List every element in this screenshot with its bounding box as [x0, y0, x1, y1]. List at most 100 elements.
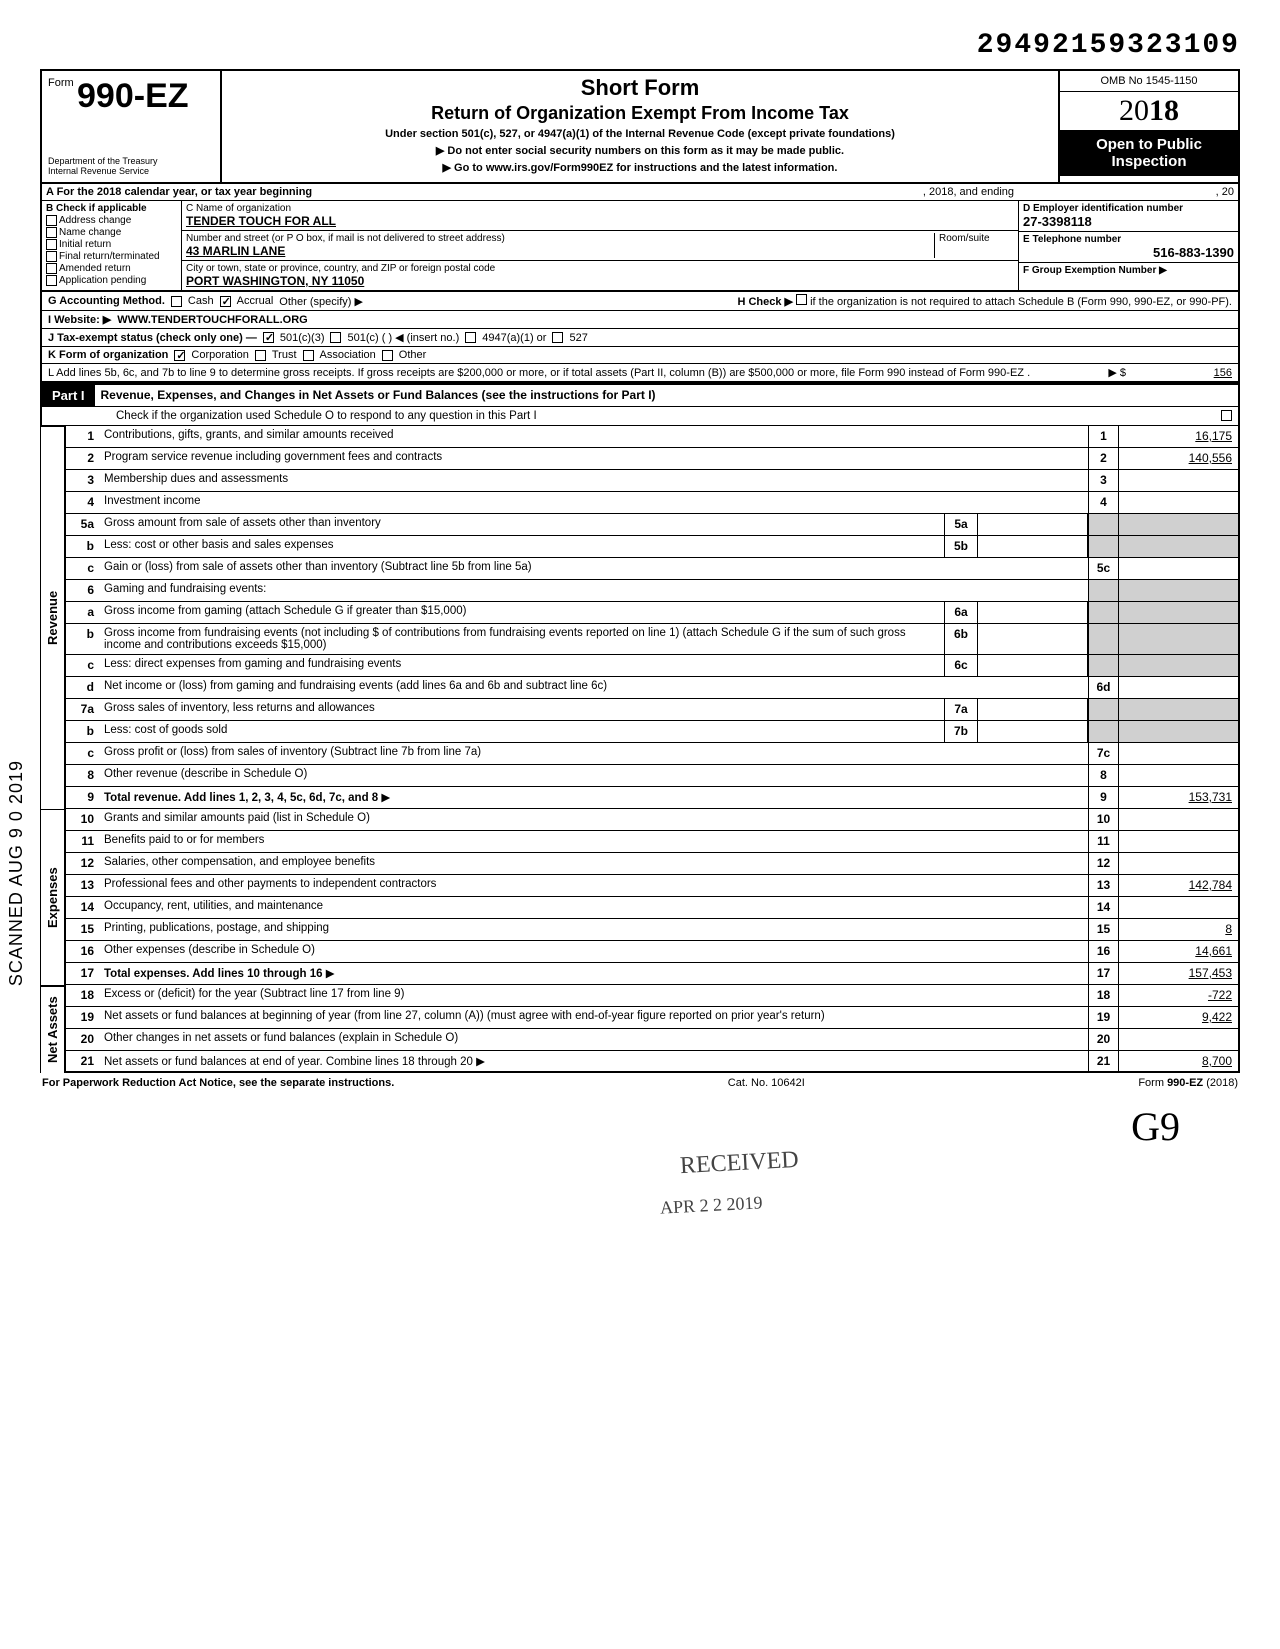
ln21-no: 21 — [66, 1051, 100, 1071]
ln12-rtno: 12 — [1088, 853, 1118, 874]
cb-application-pending[interactable] — [46, 275, 57, 286]
k-corp: Corporation — [191, 349, 248, 361]
cb-amended-return[interactable] — [46, 263, 57, 274]
ln14-rtno: 14 — [1088, 897, 1118, 918]
ln4-rtno: 4 — [1088, 492, 1118, 513]
ln6c-no: c — [66, 655, 100, 676]
ln18-val: -722 — [1118, 985, 1238, 1006]
ln6c-midval — [978, 655, 1088, 676]
l-arrow: ▶ $ — [1108, 366, 1126, 379]
part1-check-text: Check if the organization used Schedule … — [112, 407, 1215, 425]
ln5b-desc: Less: cost or other basis and sales expe… — [100, 536, 944, 557]
tax-year: 2018 — [1060, 92, 1238, 130]
org-city: PORT WASHINGTON, NY 11050 — [186, 274, 364, 288]
side-expenses: Expenses — [40, 809, 66, 985]
l-value: 156 — [1132, 367, 1232, 379]
side-netassets: Net Assets — [40, 985, 66, 1073]
ln14-val — [1118, 897, 1238, 918]
ln7b-midval — [978, 721, 1088, 742]
ln2-no: 2 — [66, 448, 100, 469]
cb-527[interactable] — [552, 332, 563, 343]
cb-cash[interactable] — [171, 296, 182, 307]
cb-h[interactable] — [796, 294, 807, 305]
ln15-val: 8 — [1118, 919, 1238, 940]
ln6b-mid: 6b — [944, 624, 978, 654]
ln5b-val — [1118, 536, 1238, 557]
ln8-no: 8 — [66, 765, 100, 786]
h-text: if the organization is not required to a… — [810, 296, 1232, 308]
city-label: City or town, state or province, country… — [186, 263, 495, 274]
ln6c-desc: Less: direct expenses from gaming and fu… — [100, 655, 944, 676]
ln16-val: 14,661 — [1118, 941, 1238, 962]
ln11-val — [1118, 831, 1238, 852]
dln-number: 29492159323109 — [40, 30, 1240, 61]
ln11-no: 11 — [66, 831, 100, 852]
cb-501c[interactable] — [330, 332, 341, 343]
ln6c-val — [1118, 655, 1238, 676]
footer-mid: Cat. No. 10642I — [728, 1077, 805, 1089]
cb-association[interactable] — [303, 350, 314, 361]
ln6-rtno — [1088, 580, 1118, 601]
ln10-desc: Grants and similar amounts paid (list in… — [100, 809, 1088, 830]
ln19-no: 19 — [66, 1007, 100, 1028]
signature: G9 — [40, 1103, 1240, 1150]
ln6a-val — [1118, 602, 1238, 623]
d-label: D Employer identification number — [1023, 203, 1183, 214]
received-stamp: RECEIVED — [679, 1147, 799, 1180]
cb-accrual[interactable] — [220, 296, 231, 307]
scanned-stamp: SCANNED AUG 9 0 2019 — [6, 760, 27, 986]
org-name: TENDER TOUCH FOR ALL — [186, 214, 336, 228]
ln5a-rtno — [1088, 514, 1118, 535]
cb-final-return[interactable] — [46, 251, 57, 262]
form-title: Short Form — [230, 75, 1050, 101]
cb-part1-schedule-o[interactable] — [1221, 410, 1232, 421]
cb-4947[interactable] — [465, 332, 476, 343]
e-label: E Telephone number — [1023, 234, 1121, 245]
ln11-desc: Benefits paid to or for members — [100, 831, 1088, 852]
ln4-desc: Investment income — [100, 492, 1088, 513]
ln16-rtno: 16 — [1088, 941, 1118, 962]
ln21-val: 8,700 — [1118, 1051, 1238, 1071]
ln7b-desc: Less: cost of goods sold — [100, 721, 944, 742]
cb-initial-return[interactable] — [46, 239, 57, 250]
cb-trust[interactable] — [255, 350, 266, 361]
room-label: Room/suite — [934, 233, 1014, 258]
cb-other-org[interactable] — [382, 350, 393, 361]
cb-name-change[interactable] — [46, 227, 57, 238]
org-street: 43 MARLIN LANE — [186, 244, 285, 258]
ln13-desc: Professional fees and other payments to … — [100, 875, 1088, 896]
ln9-val: 153,731 — [1118, 787, 1238, 808]
ln9-rtno: 9 — [1088, 787, 1118, 808]
cb-corporation[interactable] — [174, 350, 185, 361]
ln17-rtno: 17 — [1088, 963, 1118, 984]
ln6b-val — [1118, 624, 1238, 654]
ln10-val — [1118, 809, 1238, 830]
cb-501c3[interactable] — [263, 332, 274, 343]
ln5c-val — [1118, 558, 1238, 579]
footer: For Paperwork Reduction Act Notice, see … — [40, 1073, 1240, 1093]
ln7c-rtno: 7c — [1088, 743, 1118, 764]
block-bcdef: B Check if applicable Address change Nam… — [40, 201, 1240, 292]
ln20-val — [1118, 1029, 1238, 1050]
ln7a-no: 7a — [66, 699, 100, 720]
ln7a-mid: 7a — [944, 699, 978, 720]
ln1-desc: Contributions, gifts, grants, and simila… — [100, 426, 1088, 447]
ln6b-desc: Gross income from fundraising events (no… — [100, 624, 944, 654]
ln18-rtno: 18 — [1088, 985, 1118, 1006]
ln5a-mid: 5a — [944, 514, 978, 535]
ln5a-val — [1118, 514, 1238, 535]
open-to-public: Open to Public Inspection — [1060, 130, 1238, 176]
j-4947: 4947(a)(1) or — [482, 332, 546, 344]
ln19-val: 9,422 — [1118, 1007, 1238, 1028]
ln7a-val — [1118, 699, 1238, 720]
ln14-desc: Occupancy, rent, utilities, and maintena… — [100, 897, 1088, 918]
cb-address-change[interactable] — [46, 215, 57, 226]
form-warn2: ▶ Go to www.irs.gov/Form990EZ for instru… — [230, 161, 1050, 174]
form-number: 990-EZ — [77, 77, 189, 115]
form-under: Under section 501(c), 527, or 4947(a)(1)… — [230, 128, 1050, 140]
ln3-no: 3 — [66, 470, 100, 491]
b-label: B Check if applicable — [46, 203, 147, 214]
f-label: F Group Exemption Number ▶ — [1023, 265, 1167, 276]
ln13-no: 13 — [66, 875, 100, 896]
form-header: Form 990-EZ Department of the Treasury I… — [40, 69, 1240, 184]
